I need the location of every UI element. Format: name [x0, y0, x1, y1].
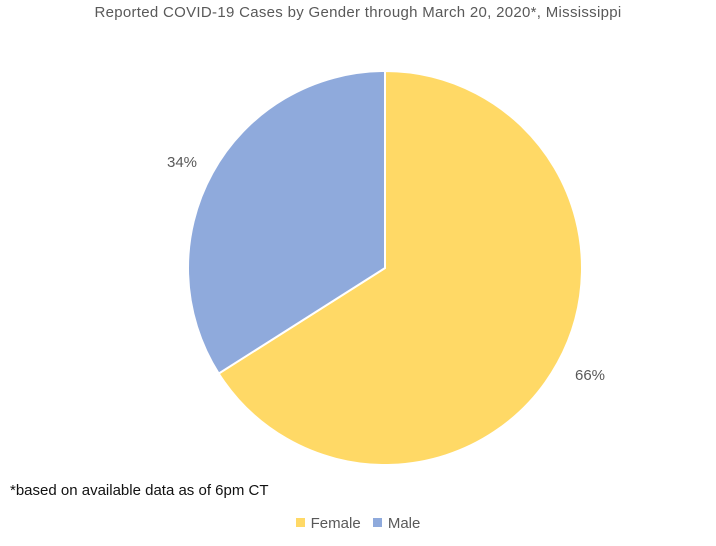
legend-label-male: Male [387, 515, 421, 532]
chart-title: Reported COVID-19 Cases by Gender throug… [94, 4, 622, 21]
legend: Female Male [0, 515, 716, 532]
pie-slice-male [187, 69, 386, 375]
data-label-male: 34% [167, 154, 197, 171]
data-label-female: 66% [575, 367, 605, 384]
legend-swatch-female [295, 518, 305, 527]
footnote: *based on available data as of 6pm CT [10, 482, 269, 499]
pie-slice-female [217, 69, 583, 466]
legend-label-female: Female [310, 515, 361, 532]
legend-item-male: Male [372, 515, 421, 532]
legend-item-female: Female [295, 515, 361, 532]
legend-swatch-male [372, 518, 382, 527]
